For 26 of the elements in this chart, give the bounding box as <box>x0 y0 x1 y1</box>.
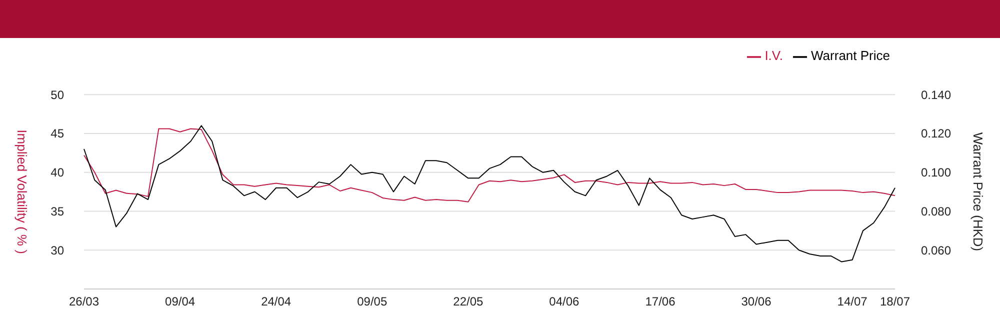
line-series <box>84 128 896 202</box>
y-tick-label: 50 <box>50 88 64 102</box>
y2-tick-label: 0.120 <box>921 126 952 141</box>
y-tick-label: 45 <box>50 126 64 141</box>
x-tick-label: 14/07 <box>837 294 868 309</box>
x-tick-label: 17/06 <box>645 294 676 309</box>
y2-tick-label: 0.060 <box>921 243 952 258</box>
x-tick-label: 24/04 <box>261 294 292 309</box>
y2-tick-label: 0.140 <box>921 88 952 102</box>
y-tick-label: 35 <box>50 204 64 218</box>
legend-label: Warrant Price <box>811 48 890 63</box>
x-tick-label: 09/04 <box>165 294 196 309</box>
y2-axis-title: Warrant Price (HKD) <box>970 132 986 252</box>
y-tick-label: 40 <box>50 166 64 180</box>
y2-tick-label: 0.100 <box>921 166 952 180</box>
x-tick-label: 22/05 <box>453 294 484 309</box>
x-tick-label: 18/07 <box>880 294 910 309</box>
x-tick-label: 09/05 <box>357 294 388 309</box>
y-tick-label: 30 <box>50 243 64 258</box>
line-series <box>84 125 896 262</box>
y2-tick-label: 0.080 <box>921 204 952 218</box>
x-tick-label: 04/06 <box>549 294 580 309</box>
legend-label: I.V. <box>764 48 784 63</box>
x-tick-label: 30/06 <box>741 294 772 309</box>
y-axis-title: Implied Volatility ( % ) <box>14 130 30 254</box>
x-tick-label: 26/03 <box>68 294 100 309</box>
